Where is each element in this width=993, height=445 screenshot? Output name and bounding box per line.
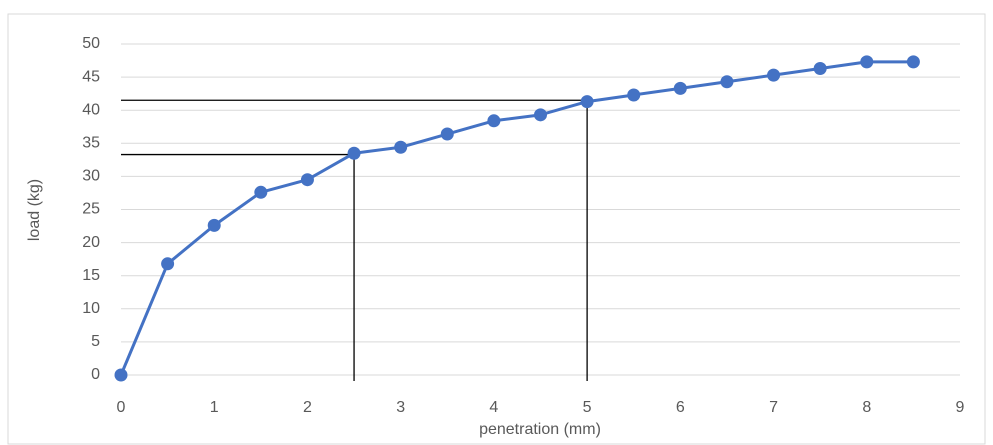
x-tick-label: 5 [583, 399, 592, 416]
x-tick-label: 2 [303, 399, 312, 416]
y-tick-label: 45 [82, 68, 100, 85]
x-tick-label: 0 [117, 399, 126, 416]
y-tick-label: 10 [82, 300, 100, 317]
data-point [161, 257, 175, 271]
data-point [114, 368, 128, 382]
y-tick-label: 50 [82, 35, 100, 52]
y-tick-label: 25 [82, 201, 100, 218]
data-point [300, 173, 314, 187]
data-point [207, 218, 221, 232]
series-line [119, 60, 914, 376]
data-point [440, 127, 454, 141]
y-tick-label: 30 [82, 168, 100, 185]
chart-frame [7, 13, 986, 445]
data-point [254, 185, 268, 199]
data-point [813, 61, 827, 75]
data-point [720, 75, 734, 89]
x-tick-label: 1 [210, 399, 219, 416]
data-point [487, 114, 501, 128]
data-point [627, 88, 641, 102]
x-axis-label: penetration (mm) [479, 421, 601, 438]
y-tick-label: 40 [82, 101, 100, 118]
y-tick-label: 0 [91, 366, 100, 383]
y-tick-label: 35 [82, 135, 100, 152]
x-tick-label: 9 [956, 399, 965, 416]
data-point [580, 95, 594, 109]
x-tick-label: 4 [489, 399, 498, 416]
data-point [860, 55, 874, 69]
data-point [534, 108, 547, 122]
data-point [906, 55, 920, 69]
y-tick-label: 5 [91, 333, 100, 350]
y-axis-label: load (kg) [26, 179, 43, 241]
data-point [673, 81, 687, 95]
x-tick-label: 8 [862, 399, 871, 416]
y-tick-label: 20 [82, 234, 100, 251]
x-tick-label: 6 [676, 399, 685, 416]
x-tick-label: 7 [769, 399, 778, 416]
data-point [347, 146, 361, 160]
data-point [394, 140, 408, 154]
data-point [767, 68, 781, 82]
y-tick-label: 15 [82, 267, 100, 284]
x-tick-label: 3 [396, 399, 405, 416]
